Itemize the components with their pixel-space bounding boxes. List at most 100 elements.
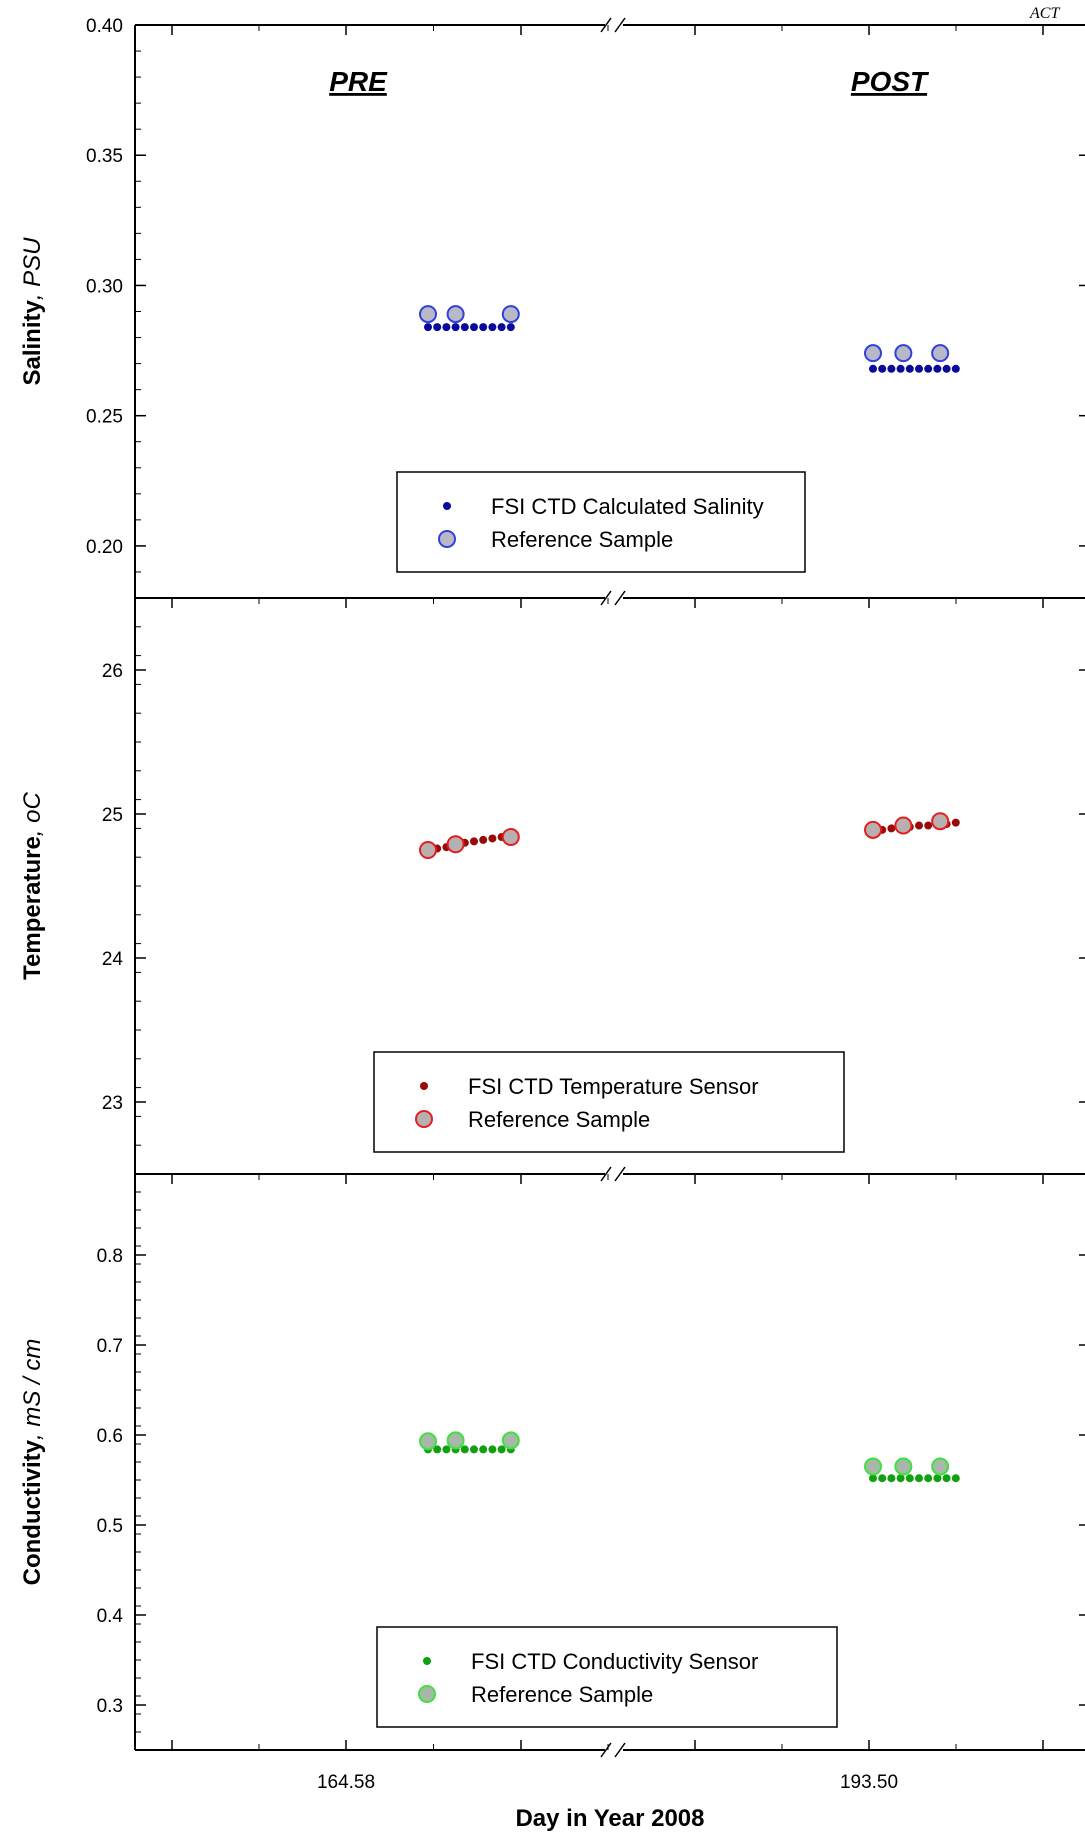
legend-marker-circle [415,1110,433,1128]
sensor-dot-post [878,1474,887,1483]
reference-circle-post [864,1457,882,1476]
reference-circle-pre [419,305,437,324]
sensor-dot-pre [442,1445,451,1454]
x-axis-title: Day in Year 2008 [515,1805,704,1832]
sensor-dot-post [942,1474,951,1483]
sensor-dot-post [869,364,877,373]
sensor-dot-pre [470,837,478,846]
y-tick-label: 25 [102,805,123,826]
sensor-dot-pre [460,323,469,332]
reference-circle-post [931,812,950,831]
panel-conductivity: 0.3 0.4 0.5 0.6 0.7 0.8 Conductivity, mS / cm F… [19,1166,1085,1832]
sensor-dot-post [915,821,923,830]
sensor-dot-post [887,1474,896,1483]
y-axis-title-name: Salinity [19,300,46,386]
y-tick-label: 0.35 [86,146,123,167]
sensor-dot-pre [433,1445,442,1454]
sensor-dot-post [924,821,933,830]
legend-label: Reference Sample [491,527,673,552]
y-axis-title: Temperature, oC [19,792,46,980]
sensor-dot-pre [433,323,442,332]
y-tick-label: 0.40 [86,16,123,37]
reference-circle-post [931,1457,950,1476]
sensor-dot-post [915,1474,923,1483]
legend-label: Reference Sample [471,1682,653,1707]
x-tick-label: 193.50 [840,1772,898,1793]
sensor-dot-post [951,1474,960,1483]
y-tick-label: 0.20 [86,537,123,558]
y-axis-title-unit: , mS / cm [19,1339,46,1440]
y-axis-title: Conductivity, mS / cm [19,1339,46,1586]
legend-marker-circle [418,1685,436,1703]
sensor-dot-post [905,364,914,373]
sensor-dot-pre [479,835,488,844]
sensor-dot-pre [442,323,451,332]
legend-box [373,1051,845,1153]
sensor-dot-post [896,364,905,373]
reference-circle-post [864,820,882,839]
y-axis-title-name: Temperature [19,836,46,980]
sensor-dot-pre [488,1445,497,1454]
reference-circle-post [894,1457,913,1476]
sensor-dot-post [915,364,923,373]
reference-circle-pre [446,1431,465,1450]
y-axis-title-unit: , oC [19,792,46,837]
reference-circle-post [894,816,913,835]
legend-box [376,1626,838,1728]
axis-break-mark [600,1742,612,1758]
plots: 0.20 0.25 0.30 0.35 0.40 Salinity, PSU PRE POST… [19,16,1085,1832]
legend-label: FSI CTD Conductivity Sensor [471,1649,758,1674]
reference-circle-pre [419,841,437,859]
phase-label-pre: PRE [329,66,388,97]
reference-circle-post [864,344,882,363]
axis-break-mark [600,17,612,33]
reference-circle-pre [501,828,520,847]
reference-circle-pre [419,1432,437,1451]
sensor-dot-post [896,1474,905,1483]
legend-label: FSI CTD Temperature Sensor [468,1074,759,1099]
y-tick-label: 0.5 [97,1516,123,1537]
sensor-dot-pre [479,323,488,332]
reference-circle-post [894,344,913,363]
legend-box [396,471,806,573]
sensor-dot-pre [470,1445,478,1454]
legend-label: FSI CTD Calculated Salinity [491,494,764,519]
sensor-dot-pre [497,1445,506,1454]
axis-break-mark [614,1742,626,1758]
reference-circle-post [931,344,950,363]
sensor-dot-pre [479,1445,488,1454]
y-tick-label: 0.7 [97,1336,123,1357]
panel-temperature: 23 24 25 26 Temperature, oC FSI CTD Temperatu… [19,590,1085,1175]
reference-circle-pre [446,305,465,324]
legend-marker-dot [443,502,451,510]
y-tick-label: 23 [102,1093,123,1114]
sensor-dot-pre [488,834,497,843]
sensor-dot-post [933,1474,942,1483]
axis-break-mark [600,1166,612,1182]
sensor-dot-post [905,1474,914,1483]
y-axis-title-unit: , PSU [19,237,46,300]
sensor-dot-pre [470,323,478,332]
sensor-dot-pre [460,1445,469,1454]
reference-circle-pre [501,305,520,324]
panel-salinity: 0.20 0.25 0.30 0.35 0.40 Salinity, PSU PRE POST… [19,16,1085,599]
legend-marker-dot [423,1657,431,1665]
y-axis-title: Salinity, PSU [19,237,46,386]
axis-break-mark [614,590,626,606]
sensor-dot-post [933,364,942,373]
x-tick-label: 164.58 [317,1772,375,1793]
legend-marker-dot [420,1082,428,1090]
legend-label: Reference Sample [468,1107,650,1132]
sensor-dot-post [878,364,887,373]
phase-label-post: POST [851,66,930,97]
sensor-dot-post [942,364,951,373]
y-tick-label: 0.8 [97,1246,123,1267]
axis-break-mark [614,1166,626,1182]
y-axis-title-name: Conductivity [19,1439,46,1585]
reference-circle-pre [501,1431,520,1450]
y-tick-label: 24 [102,949,124,970]
y-tick-label: 0.30 [86,276,123,297]
y-tick-label: 0.6 [97,1426,123,1447]
sensor-dot-pre [497,323,506,332]
